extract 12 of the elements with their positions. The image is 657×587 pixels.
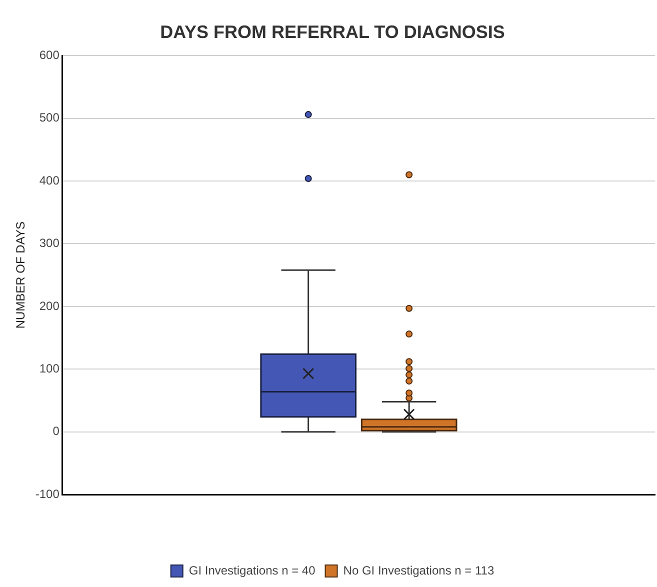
y-tick-label: 0 <box>52 424 60 438</box>
y-tick-label: 100 <box>39 361 60 376</box>
legend-label: No GI Investigations n = 113 <box>343 563 494 578</box>
chart-title: DAYS FROM REFERRAL TO DIAGNOSIS <box>160 22 505 42</box>
y-tick-label: 500 <box>39 110 60 125</box>
legend-label: GI Investigations n = 40 <box>188 563 316 578</box>
y-tick-label: 300 <box>39 236 60 250</box>
y-tick-label: 600 <box>39 48 60 62</box>
y-tick-label: -100 <box>35 486 60 501</box>
y-tick-label: 400 <box>39 173 60 188</box>
y-axis-title: NUMBER OF DAYS <box>14 222 28 329</box>
y-tick-label: 200 <box>39 298 60 313</box>
